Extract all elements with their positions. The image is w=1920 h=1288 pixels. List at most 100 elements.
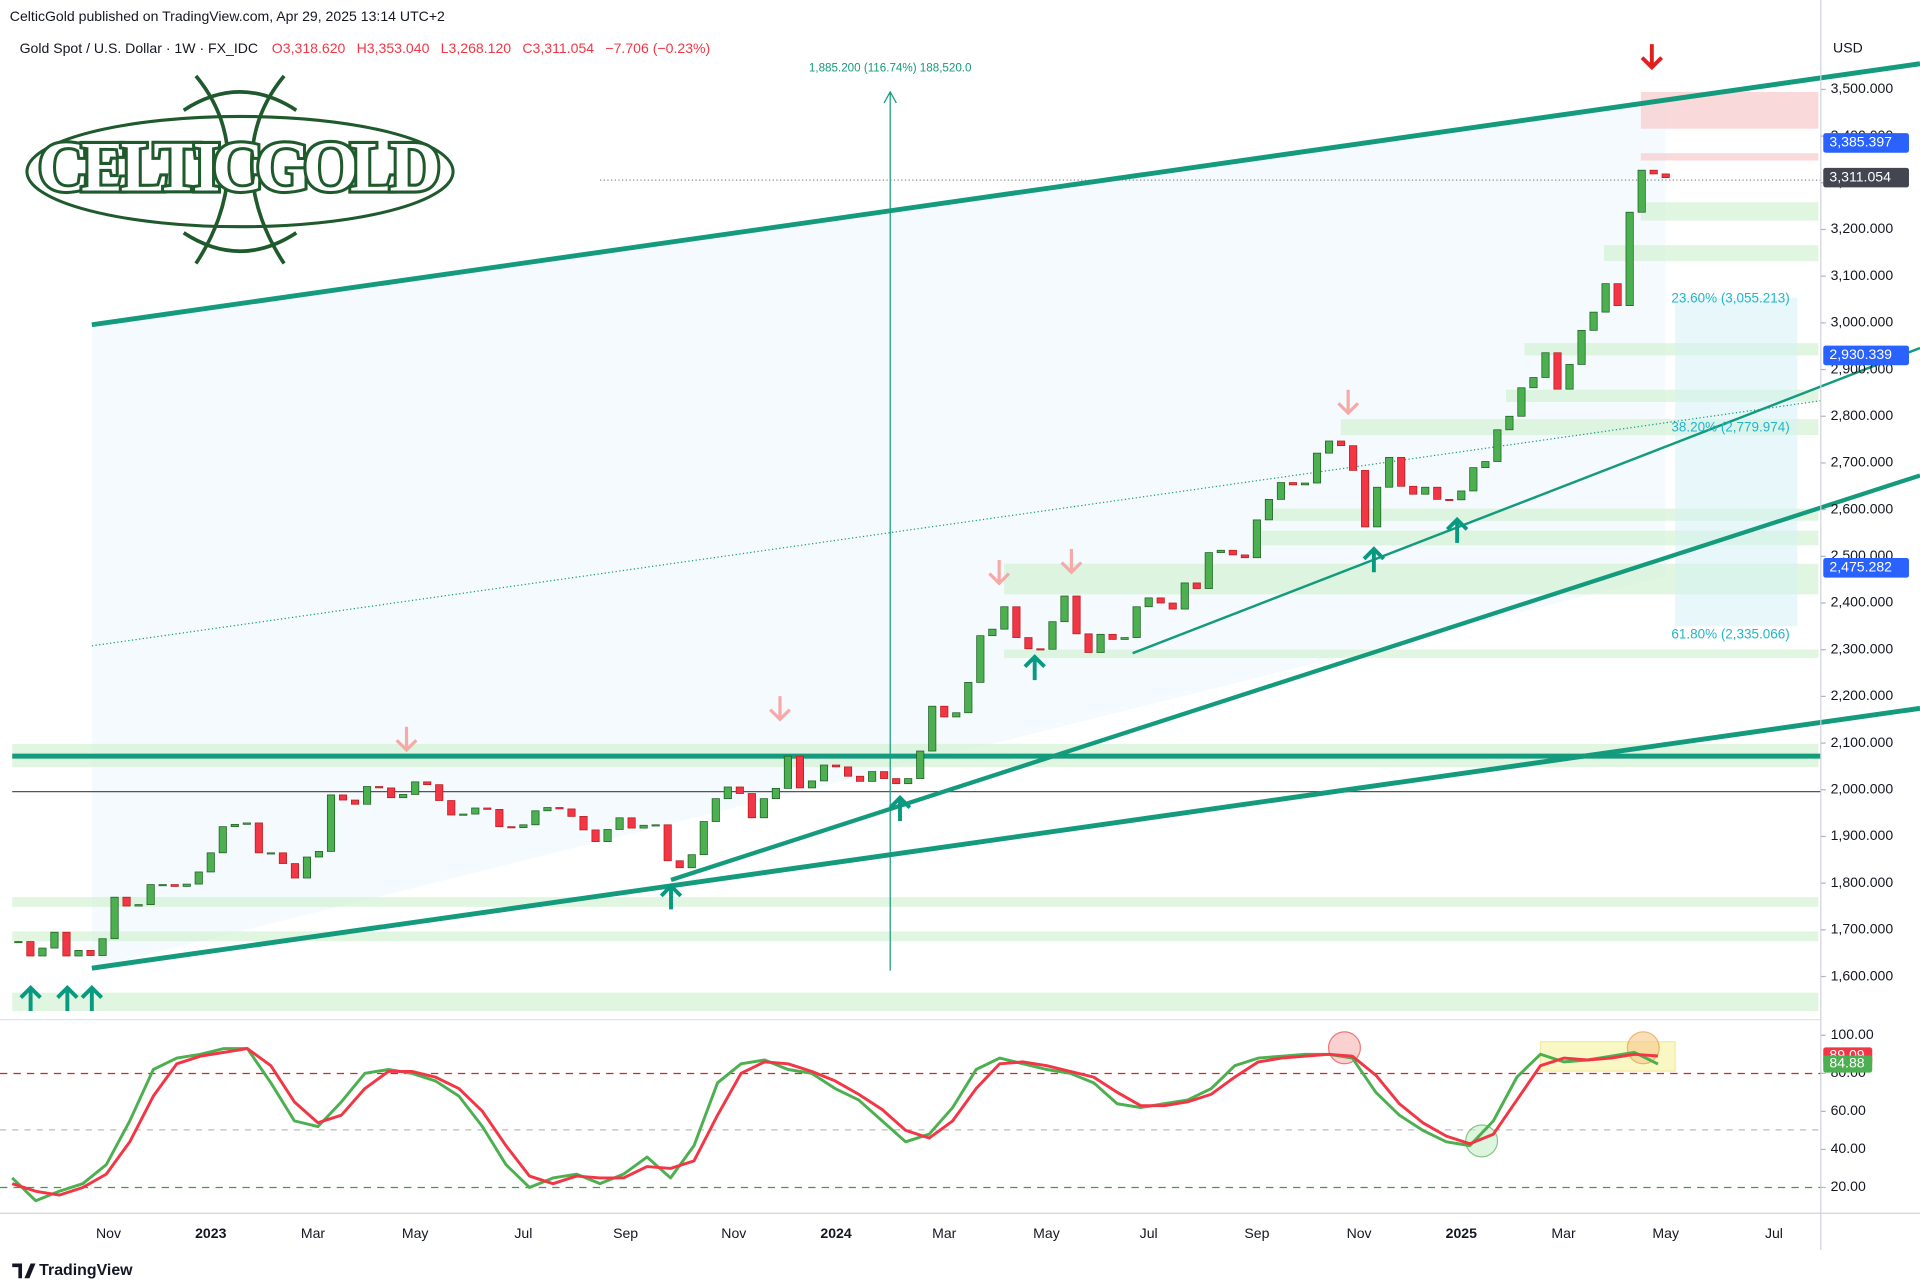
support-band (1604, 245, 1819, 262)
candle (880, 771, 889, 779)
currency: USD (1833, 40, 1863, 56)
measure-line (883, 90, 897, 971)
candle (1577, 329, 1586, 365)
trend-line (1132, 346, 1920, 655)
candle (904, 778, 913, 785)
low: L3,268.120 (441, 40, 512, 56)
candle (1421, 486, 1430, 495)
candle (411, 781, 420, 795)
price-tag (1823, 167, 1909, 188)
x-tick-label: Mar (301, 1225, 326, 1241)
candle (1300, 482, 1310, 486)
candle (711, 798, 720, 822)
footer-brand: TradingView (39, 1262, 133, 1279)
candle (110, 896, 119, 940)
logo-ring (25, 114, 455, 229)
symbol-legend: Gold Spot / U.S. Dollar · 1W · FX_IDC O3… (20, 40, 711, 56)
close: C3,311.054 (522, 40, 594, 56)
candle (1120, 637, 1129, 640)
candle (182, 883, 191, 887)
candle (218, 826, 227, 854)
candle (1445, 498, 1454, 501)
candle (1228, 549, 1237, 556)
candle (338, 794, 348, 801)
candle (759, 798, 768, 819)
candle (1048, 621, 1057, 650)
candle (483, 807, 492, 810)
value-tag (1823, 1055, 1873, 1073)
candle (495, 809, 504, 828)
candle (795, 755, 804, 789)
candle (278, 852, 287, 864)
fib-label: 23.60% (3,055.213) (1671, 291, 1789, 306)
candle (1252, 519, 1261, 559)
candle (591, 829, 600, 842)
candle (74, 950, 83, 957)
x-tick-label: 2024 (820, 1225, 851, 1241)
x-tick-label: May (1652, 1225, 1680, 1241)
candle (1264, 498, 1273, 521)
y-tick-label: 2,300.000 (1831, 640, 1894, 656)
candle (1493, 429, 1502, 462)
x-tick-label: 2023 (195, 1225, 226, 1241)
candle (242, 822, 251, 825)
y-tick-label: 1,600.000 (1831, 967, 1894, 983)
candle (194, 871, 203, 885)
price-tag-label: 3,385.397 (1829, 134, 1892, 150)
candle (447, 800, 456, 816)
candle (471, 807, 480, 815)
candle (254, 822, 263, 854)
candle (1505, 415, 1514, 431)
candle (555, 807, 564, 810)
y-tick-label: 3,500.000 (1831, 80, 1894, 96)
candle (940, 705, 949, 718)
support-band (12, 931, 1819, 942)
candle (1457, 490, 1466, 501)
price-tag (1823, 133, 1909, 153)
candle (399, 794, 408, 799)
y-tick-label: 2,800.000 (1831, 407, 1894, 423)
y-tick-label: 2,200.000 (1831, 687, 1894, 703)
candle (1036, 648, 1045, 651)
x-tick-label: Sep (1244, 1225, 1269, 1241)
change: −7.706 (−0.23%) (605, 40, 710, 56)
candle (1204, 552, 1213, 589)
y-tick-label: 60.00 (1831, 1102, 1866, 1118)
candle (1481, 461, 1490, 468)
candle (747, 793, 756, 819)
candle (387, 787, 396, 799)
trend-line (91, 705, 1920, 971)
drawings (0, 0, 1920, 1251)
price-tag (1823, 345, 1909, 366)
y-tick-label: 2,100.000 (1831, 734, 1894, 750)
candle (1096, 633, 1105, 653)
candle (579, 816, 588, 831)
candle (507, 826, 516, 829)
candle (952, 712, 961, 718)
candle (543, 807, 552, 812)
candle (976, 635, 985, 683)
x-tick-label: Jul (1765, 1225, 1783, 1241)
fib-label: 38.20% (2,779.974) (1671, 419, 1789, 434)
highlight-circle (1626, 1031, 1660, 1065)
logo-knot (182, 74, 298, 265)
support-band (1640, 202, 1819, 221)
y-tick-label: 2,400.000 (1831, 594, 1894, 610)
candle (1565, 364, 1574, 390)
candle (1349, 445, 1358, 471)
price-tag-label: 2,475.282 (1829, 559, 1892, 575)
candle (627, 817, 636, 829)
candle (1361, 470, 1370, 528)
candle (735, 786, 744, 794)
candle (1180, 582, 1189, 610)
x-tick-label: Nov (721, 1225, 746, 1241)
candle (1192, 582, 1201, 589)
candle (351, 799, 360, 805)
candle (1589, 311, 1598, 331)
candle (1661, 173, 1670, 178)
candle (807, 780, 817, 789)
candle (603, 829, 612, 842)
y-tick-label: 2,600.000 (1831, 500, 1894, 516)
